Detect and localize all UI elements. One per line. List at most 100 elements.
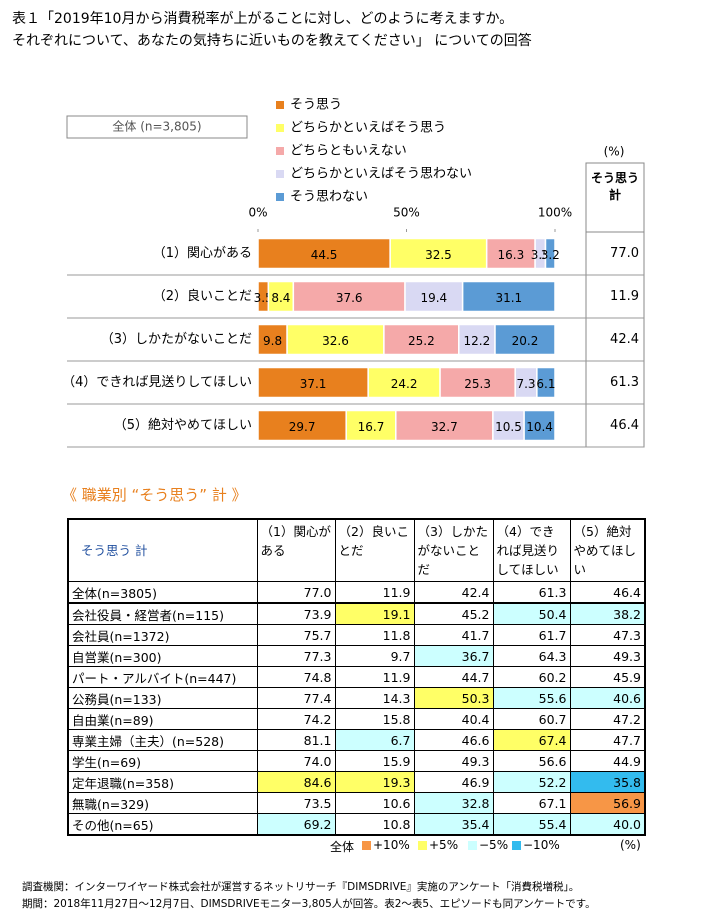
bar-segment (389, 237, 488, 270)
bar-value-label: 16.7 (358, 420, 385, 434)
bar-segment (367, 366, 441, 399)
table-cell: 61.7 (492, 624, 571, 646)
data-table: そう思う 計（1）関心がある （2）良いことだ （3）しかたがないことだ （4）できれ… (67, 518, 646, 836)
table-cell: 75.7 (256, 624, 336, 646)
bar-value-label: 32.6 (322, 334, 349, 348)
bar-value-label: 19.4 (420, 291, 447, 305)
bar-segment (458, 323, 496, 356)
legend-swatch (276, 170, 284, 178)
legend-swatch (276, 193, 284, 201)
legend-swatch (512, 841, 521, 850)
table-row: 公務員(n=133) 77.4 14.3 50.3 55.6 40.6 (67, 687, 646, 709)
table-cell: 55.4 (492, 813, 571, 836)
bar-value-label: 37.1 (300, 377, 327, 391)
table-cell: 56.6 (492, 750, 571, 772)
total-value: 61.3 (610, 375, 639, 390)
table-cell: 42.4 (413, 581, 494, 604)
table-cell: 77.3 (256, 645, 336, 667)
legend-swatch (276, 147, 284, 155)
table-cell: 67.1 (492, 792, 571, 814)
table-cell: 11.9 (334, 581, 415, 604)
table-cell: 84.6 (256, 771, 336, 793)
table-cell: 10.6 (334, 792, 415, 814)
table-cell: 49.3 (569, 645, 646, 667)
bar-value-label: 44.5 (311, 248, 338, 262)
table-cell: 10.8 (334, 813, 415, 836)
column-header: （1）関心がある (256, 518, 336, 582)
bar-segment (257, 366, 369, 399)
table-cell: 74.8 (256, 666, 336, 688)
bar-value-label: 29.7 (289, 420, 316, 434)
table-cell: 41.7 (413, 624, 494, 646)
table-cell: 32.8 (413, 792, 494, 814)
table-cell: 44.9 (569, 750, 646, 772)
table-cell: 60.2 (492, 666, 571, 688)
table-cell: 46.6 (413, 729, 494, 751)
row-label: 公務員(n=133) (67, 687, 258, 709)
table-row: 定年退職(n=358) 84.6 19.3 46.9 52.2 35.8 (67, 771, 646, 793)
title-line: それぞれについて、あなたの気持ちに近いものを教えてください」 についての回答 (12, 33, 532, 49)
table-cell: 40.0 (569, 813, 646, 836)
page-title: 表１「2019年10月から消費税率が上がることに対し、どのように考えますか。 そ… (12, 8, 532, 52)
legend-label: そう思う (290, 98, 342, 113)
legend-label: +10% (373, 838, 410, 852)
bar-value-label: 10.4 (526, 420, 553, 434)
table-cell: 19.1 (334, 602, 415, 625)
table-cell: 47.7 (569, 729, 646, 751)
bar-value-label: 25.2 (408, 334, 435, 348)
column-header: （5）絶対やめてほしい (569, 518, 646, 582)
legend-label: そう思わない (290, 190, 368, 205)
row-label: 自営業(n=300) (67, 645, 258, 667)
table-cell: 40.6 (569, 687, 646, 709)
footer: 調査機関：インターワイヤード株式会社が運営するネットリサーチ『DIMSDRIVE… (22, 879, 596, 913)
bar-value-label: 3.2 (541, 248, 560, 262)
bar-value-label: 25.3 (464, 377, 491, 391)
x-tick-label: 50% (393, 206, 420, 220)
table-cell: 67.4 (492, 729, 571, 751)
x-tick-label: 100% (538, 206, 572, 220)
legend-label: +5% (429, 838, 459, 852)
legend-swatch (468, 841, 477, 850)
corner-cell: そう思う 計 (67, 518, 258, 582)
table-cell: 11.9 (334, 666, 415, 688)
table-row: 全体(n=3805) 77.0 11.9 42.4 61.3 46.4 (67, 581, 646, 604)
bar-segment (494, 323, 556, 356)
bar-segment (461, 280, 556, 313)
table-row: その他(n=65) 69.2 10.8 35.4 55.4 40.0 (67, 813, 646, 836)
title-line: 表１「2019年10月から消費税率が上がることに対し、どのように考えますか。 (12, 11, 514, 27)
table-cell: 50.4 (492, 602, 571, 625)
subtitle: 全体 (n=3,805) (112, 119, 201, 134)
table-cell: 56.9 (569, 792, 646, 814)
table-cell: 40.4 (413, 708, 494, 730)
legend-swatch (276, 124, 284, 132)
bar-segment (267, 280, 295, 313)
total-value: 11.9 (610, 289, 639, 304)
y-tick-label: （4）できれば見送りしてほしい (62, 375, 252, 390)
bar-segment (395, 409, 494, 442)
legend-label: どちらともいえない (290, 144, 407, 159)
footnote: 期間：2018年11月27日～12月7日、DIMSDRIVEモニター3,805人… (22, 898, 596, 910)
table-title: 《 職業別 “そう思う” 計 》 (62, 486, 247, 504)
table-legend: 全体 +10% +5% −5% −10% (%) (0, 838, 710, 856)
table-cell: 6.7 (334, 729, 415, 751)
table-cell: 52.2 (492, 771, 571, 793)
table-cell: 44.7 (413, 666, 494, 688)
bar-value-label: 37.6 (336, 291, 363, 305)
bar-segment (536, 366, 556, 399)
table-cell: 38.2 (569, 602, 646, 625)
table-cell: 61.3 (492, 581, 571, 604)
table-cell: 19.3 (334, 771, 415, 793)
row-label: その他(n=65) (67, 813, 258, 836)
table-cell: 11.8 (334, 624, 415, 646)
bar-value-label: 31.1 (495, 291, 522, 305)
total-value: 46.4 (610, 418, 639, 433)
legend-base: 全体 (330, 840, 355, 854)
table-row: パート・アルバイト(n=447) 74.8 11.9 44.7 60.2 45.9 (67, 666, 646, 688)
bar-value-label: 32.5 (425, 248, 452, 262)
row-label: 自由業(n=89) (67, 708, 258, 730)
legend-swatch (418, 841, 427, 850)
chart: 全体 (n=3,805) そう思うどちらかといえばそう思うどちらともいえないどちら… (62, 98, 645, 448)
table-cell: 36.7 (413, 645, 494, 667)
table-cell: 69.2 (256, 813, 336, 836)
table-cell: 77.0 (256, 581, 336, 604)
